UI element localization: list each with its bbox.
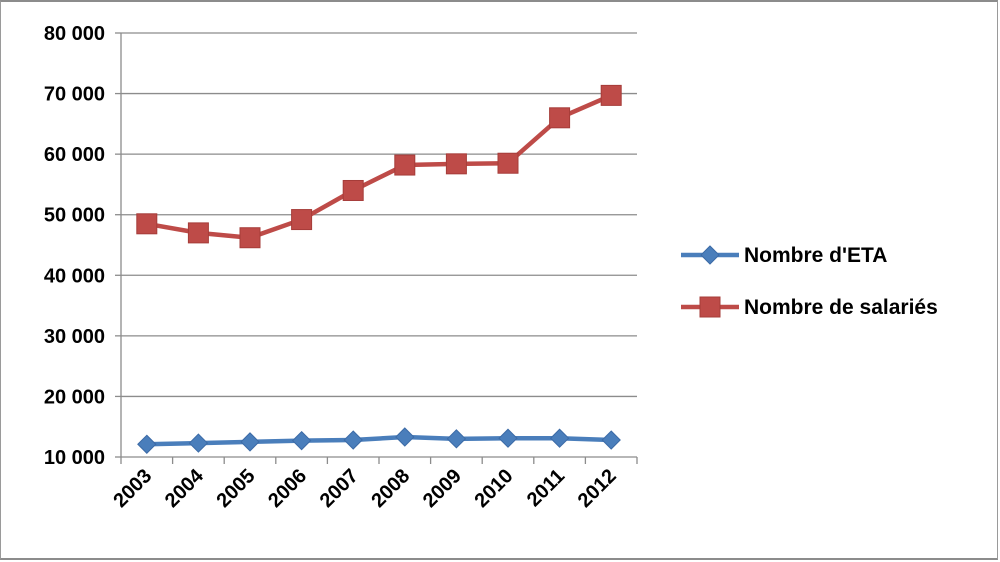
data-point-square [445,153,467,175]
y-tick-label: 20 000 [44,386,105,408]
data-point-square [136,213,158,235]
y-tick-labels: 10 000 20 000 30 000 40 000 50 000 60 000 70 0… [44,23,105,469]
data-point-square [549,107,571,129]
data-point-square [342,179,364,201]
x-tick-labels: 2003 2004 2005 2006 2007 2008 2009 2010 2011 2012 [109,464,620,512]
data-point-diamond [395,427,415,447]
y-tick-label: 60 000 [44,144,105,166]
x-tick-label: 2005 [213,465,260,512]
y-tick-label: 70 000 [44,84,105,106]
y-tick-label: 10 000 [44,447,105,469]
legend-label: Nombre d'ETA [744,244,887,267]
data-point-diamond [601,430,621,450]
y-tick-label: 30 000 [44,326,105,348]
x-tick-label: 2004 [161,464,209,512]
data-point-square [187,222,209,244]
y-tick-label: 50 000 [44,205,105,227]
x-tick-label: 2011 [523,465,569,511]
x-tick-label: 2003 [109,465,156,512]
data-point-diamond [343,430,363,450]
legend: Nombre d'ETA Nombre de salariés [681,244,938,319]
axes [115,32,638,464]
series-layer [136,84,622,454]
data-point-diamond [498,428,518,448]
x-tick-label: 2007 [316,465,363,512]
legend-marker-diamond [700,245,720,265]
y-tick-label: 80 000 [44,23,105,45]
x-tick-label: 2006 [264,465,311,512]
legend-marker-square [699,296,721,318]
data-point-square [497,152,519,174]
data-point-diamond [446,429,467,449]
data-point-square [600,84,622,106]
legend-label: Nombre de salariés [744,296,938,319]
x-tick-label: 2010 [471,465,518,512]
data-point-square [291,209,313,231]
data-point-square [394,154,416,176]
data-point-square [239,227,261,249]
series-line-2 [146,93,613,240]
data-point-diamond [137,434,157,454]
data-point-diamond [549,428,570,448]
x-tick-label: 2008 [367,465,414,512]
x-tick-label: 2012 [574,465,621,512]
data-point-diamond [291,430,312,451]
x-tick-label: 2009 [419,465,466,512]
gridlines [121,32,637,398]
data-point-diamond [240,432,260,452]
series-line-1 [146,434,612,447]
y-tick-label: 40 000 [44,265,105,287]
data-point-diamond [188,433,209,453]
